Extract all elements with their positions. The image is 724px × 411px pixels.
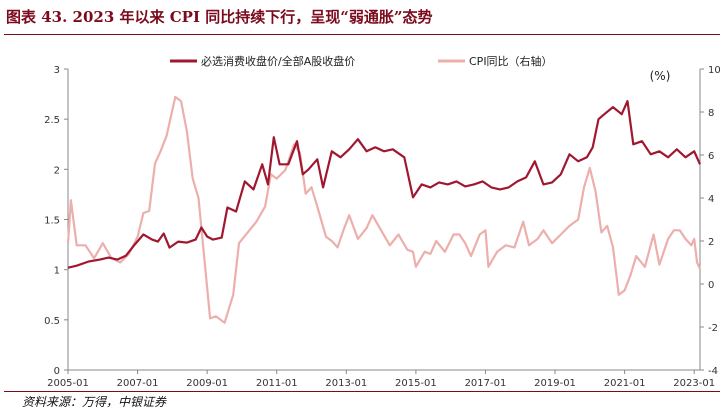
source-divider <box>4 391 720 392</box>
legend-consumer-ratio-label: 必选消费收盘价/全部A股收盘价 <box>201 54 355 68</box>
y-right-tick-label: -2 <box>708 323 718 334</box>
x-tick-label: 2017-01 <box>465 378 507 389</box>
y-left-tick-label: 2.5 <box>44 115 60 126</box>
source-note: 资料来源：万得，中银证券 <box>22 395 167 409</box>
legend-cpi-yoy-label: CPI同比（右轴） <box>469 54 553 68</box>
y-right-tick-label: 6 <box>708 151 714 162</box>
y-right-tick-label: 2 <box>708 237 714 248</box>
x-tick-label: 2015-01 <box>395 378 437 389</box>
title-underline <box>4 34 720 35</box>
x-tick-label: 2009-01 <box>186 378 228 389</box>
y-left-tick-label: 3 <box>54 65 60 76</box>
y-right-tick-label: 0 <box>708 280 714 291</box>
y-right-tick-label: -4 <box>708 366 718 377</box>
y-left-tick-label: 0.5 <box>44 316 60 327</box>
y-left-tick-label: 1 <box>54 266 60 277</box>
y-left-tick-label: 1.5 <box>44 216 60 227</box>
y-right-tick-label: 10 <box>708 65 721 76</box>
series-line-consumer-ratio <box>67 100 702 269</box>
y-right-tick-label: 4 <box>708 194 714 205</box>
unit-label: (%) <box>650 69 671 83</box>
x-tick-label: 2023-01 <box>673 378 715 389</box>
y-left-tick-label: 2 <box>54 165 60 176</box>
x-tick-label: 2019-01 <box>534 378 576 389</box>
y-right-tick-label: 8 <box>708 108 714 119</box>
x-tick-label: 2021-01 <box>604 378 646 389</box>
x-tick-label: 2011-01 <box>256 378 298 389</box>
x-tick-label: 2013-01 <box>325 378 367 389</box>
series-line-cpi-yoy <box>66 95 702 324</box>
y-left-tick-label: 0 <box>54 366 60 377</box>
x-tick-label: 2007-01 <box>117 378 159 389</box>
x-tick-label: 2005-01 <box>47 378 89 389</box>
chart-title: 图表 43. 2023 年以来 CPI 同比持续下行，呈现“弱通胀”态势 <box>6 8 433 26</box>
